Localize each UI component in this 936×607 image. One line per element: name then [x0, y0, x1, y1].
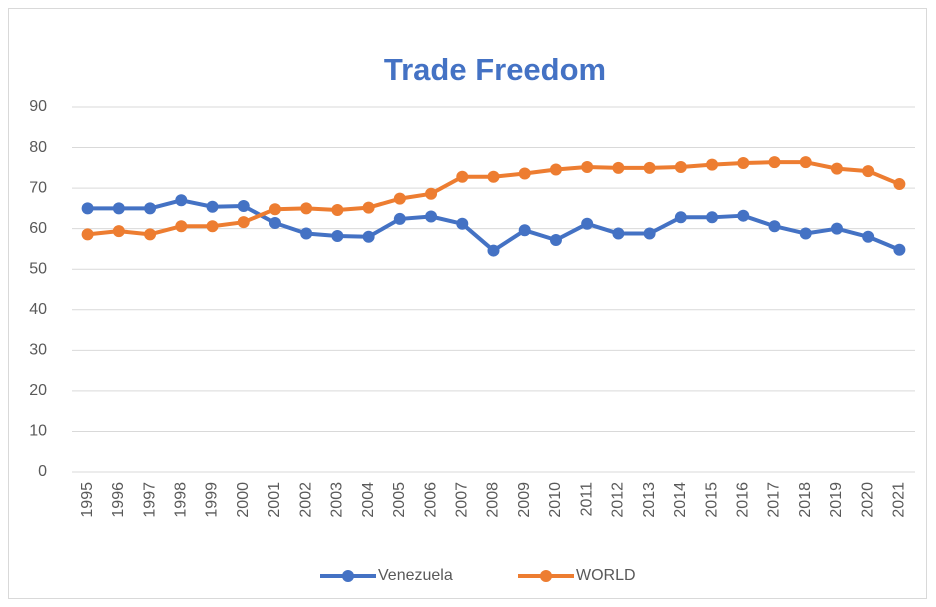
x-tick-label: 2018: [797, 482, 814, 518]
x-tick-label: 2020: [859, 482, 876, 518]
data-point: [768, 156, 781, 169]
data-point: [799, 156, 812, 169]
y-tick-label: 10: [29, 423, 47, 440]
data-point: [737, 209, 750, 222]
data-point: [674, 161, 687, 174]
x-tick-label: 2002: [297, 482, 314, 518]
x-tick-label: 2011: [578, 482, 595, 517]
x-tick-label: 2003: [329, 482, 346, 518]
x-tick-label: 2005: [391, 482, 408, 518]
x-tick-label: 1997: [141, 482, 158, 518]
y-tick-label: 40: [29, 301, 47, 318]
y-tick-label: 80: [29, 139, 47, 156]
data-point: [768, 220, 781, 233]
data-point: [144, 228, 157, 241]
data-point: [706, 158, 719, 171]
data-point: [393, 192, 406, 205]
data-point: [456, 217, 469, 230]
data-point: [893, 178, 906, 191]
data-point: [643, 161, 656, 174]
data-point: [862, 165, 875, 178]
data-point: [737, 156, 750, 169]
data-point: [674, 211, 687, 224]
x-tick-label: 2010: [547, 482, 564, 518]
y-tick-label: 90: [29, 98, 47, 115]
data-point: [268, 203, 281, 216]
x-tick-label: 2007: [453, 482, 470, 518]
data-point: [175, 220, 188, 233]
x-tick-label: 2016: [734, 482, 751, 518]
data-point: [112, 202, 125, 215]
legend-marker: [342, 570, 354, 582]
x-tick-label: 2014: [672, 482, 689, 518]
x-tick-label: 2015: [703, 482, 720, 518]
legend-label: Venezuela: [378, 567, 453, 584]
x-tick-label: 1996: [110, 482, 127, 518]
data-point: [331, 204, 344, 217]
x-tick-label: 2008: [485, 482, 502, 518]
x-tick-label: 2000: [235, 482, 252, 518]
x-tick-label: 1995: [79, 482, 96, 518]
data-point: [549, 163, 562, 176]
x-tick-label: 1998: [172, 482, 189, 518]
data-point: [81, 202, 94, 215]
chart-title: Trade Freedom: [384, 52, 606, 87]
y-tick-label: 60: [29, 220, 47, 237]
data-point: [112, 225, 125, 238]
data-point: [268, 216, 281, 229]
x-tick-label: 2013: [641, 482, 658, 518]
data-point: [144, 202, 157, 215]
data-point: [893, 243, 906, 256]
data-point: [362, 201, 375, 214]
data-point: [487, 244, 500, 257]
data-point: [706, 211, 719, 224]
data-point: [643, 227, 656, 240]
x-tick-label: 1999: [204, 482, 221, 518]
x-tick-label: 2017: [766, 482, 783, 518]
y-tick-label: 0: [38, 463, 47, 480]
data-point: [331, 229, 344, 242]
data-point: [581, 217, 594, 230]
data-point: [300, 227, 313, 240]
data-point: [830, 162, 843, 175]
data-point: [456, 170, 469, 183]
data-point: [206, 200, 219, 213]
data-point: [393, 212, 406, 225]
data-point: [425, 210, 438, 223]
x-tick-label: 2012: [610, 482, 627, 518]
y-tick-label: 30: [29, 342, 47, 359]
data-point: [175, 194, 188, 207]
legend-marker: [540, 570, 552, 582]
data-point: [518, 167, 531, 180]
y-tick-label: 70: [29, 179, 47, 196]
x-tick-label: 2006: [422, 482, 439, 518]
data-point: [487, 170, 500, 183]
y-tick-label: 20: [29, 382, 47, 399]
data-point: [362, 230, 375, 243]
data-point: [206, 220, 219, 233]
data-point: [612, 161, 625, 174]
data-point: [830, 222, 843, 235]
data-point: [237, 199, 250, 212]
data-point: [237, 216, 250, 229]
legend-label: WORLD: [576, 567, 636, 584]
data-point: [518, 224, 531, 237]
x-tick-label: 2019: [828, 482, 845, 518]
data-point: [81, 228, 94, 241]
x-tick-label: 2021: [891, 482, 908, 518]
y-tick-label: 50: [29, 260, 47, 277]
data-point: [612, 227, 625, 240]
x-tick-label: 2009: [516, 482, 533, 518]
data-point: [300, 202, 313, 215]
data-point: [799, 227, 812, 240]
data-point: [581, 161, 594, 174]
x-tick-label: 2004: [360, 482, 377, 518]
data-point: [862, 230, 875, 243]
x-tick-label: 2001: [266, 482, 283, 518]
data-point: [425, 187, 438, 200]
data-point: [549, 234, 562, 247]
